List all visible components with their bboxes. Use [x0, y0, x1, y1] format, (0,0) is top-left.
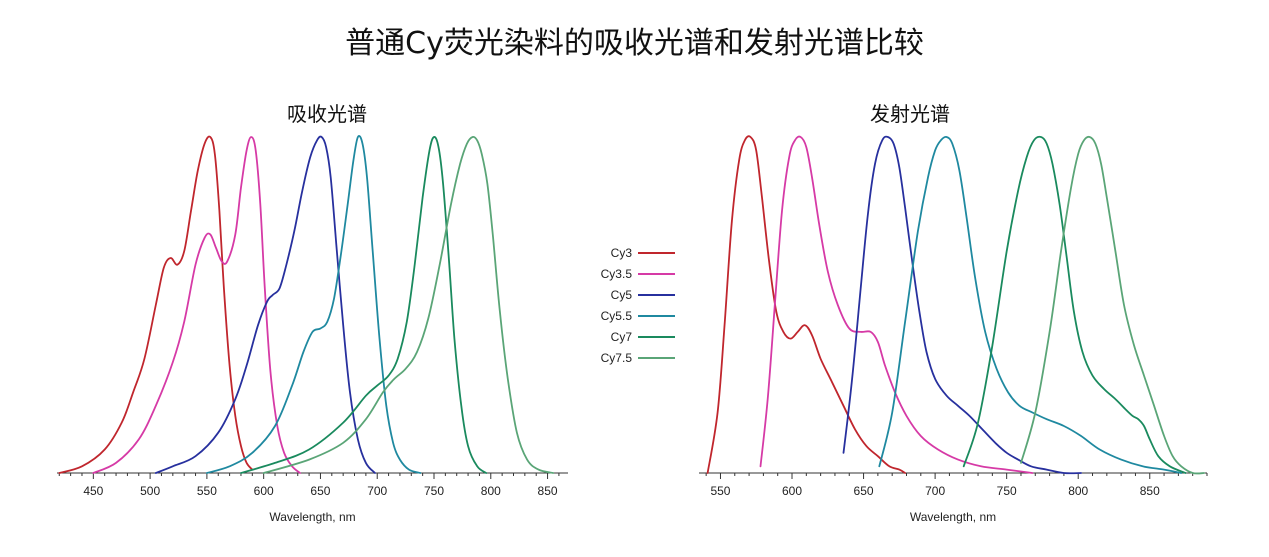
legend-label: Cy7: [611, 330, 633, 344]
emission-tick-label: 650: [854, 484, 874, 498]
emission-curve-cy7-5: [1020, 135, 1205, 475]
absorption-tick-label: 500: [140, 484, 160, 498]
chart-main-title: 普通Cy荧光染料的吸收光谱和发射光谱比较: [345, 26, 924, 61]
emission-curve-cy7: [962, 135, 1187, 474]
absorption-curve-cy5: [154, 135, 376, 474]
emission-tick-label: 700: [925, 484, 945, 498]
absorption-panel-title: 吸收光谱: [287, 102, 367, 126]
emission-curve-cy3: [706, 135, 906, 474]
absorption-tick-label: 600: [254, 484, 274, 498]
absorption-curve-cy5-5: [206, 135, 422, 474]
emission-tick-label: 850: [1140, 484, 1160, 498]
absorption-curve-cy7-5: [262, 135, 555, 474]
legend-label: Cy5: [611, 288, 633, 302]
absorption-tick-label: 850: [538, 484, 558, 498]
emission-curve-cy3-5: [759, 135, 1034, 474]
legend-label: Cy3.5: [601, 267, 633, 281]
emission-tick-label: 600: [782, 484, 802, 498]
emission-tick-label: 750: [997, 484, 1017, 498]
emission-x-axis-label: Wavelength, nm: [910, 510, 996, 524]
emission-tick-label: 550: [710, 484, 730, 498]
legend-label: Cy7.5: [601, 351, 633, 365]
emission-tick-label: 800: [1068, 484, 1088, 498]
absorption-tick-label: 700: [367, 484, 387, 498]
emission-panel-title: 发射光谱: [870, 102, 950, 126]
legend-label: Cy5.5: [601, 309, 633, 323]
absorption-x-axis-label: Wavelength, nm: [269, 510, 355, 524]
absorption-tick-label: 550: [197, 484, 217, 498]
absorption-tick-label: 800: [481, 484, 501, 498]
absorption-curve-cy3: [58, 135, 254, 474]
emission-curve-cy5: [842, 135, 1082, 475]
absorption-curve-cy7: [240, 136, 488, 474]
absorption-curve-cy3-5: [92, 136, 301, 474]
absorption-tick-label: 750: [424, 484, 444, 498]
legend-label: Cy3: [611, 246, 633, 260]
emission-curve-cy5-5: [878, 135, 1183, 474]
absorption-tick-label: 650: [310, 484, 330, 498]
absorption-tick-label: 450: [83, 484, 103, 498]
